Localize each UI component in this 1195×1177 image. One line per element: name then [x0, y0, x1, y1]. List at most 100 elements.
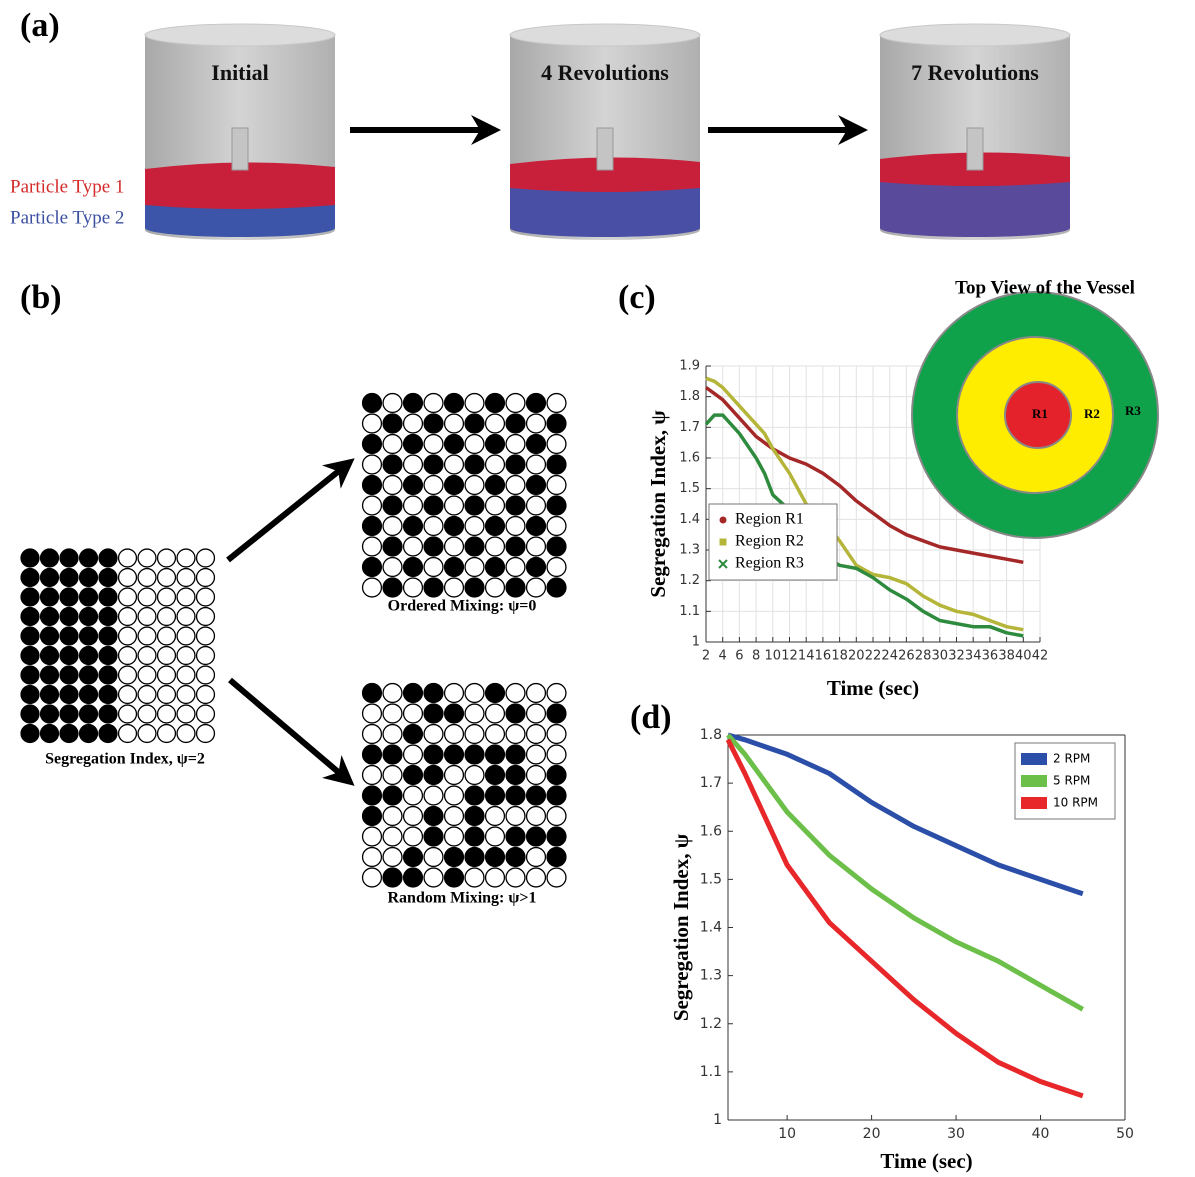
particle — [465, 725, 484, 744]
x-tick-label: 20 — [863, 1126, 881, 1142]
x-tick-label: 10 — [778, 1126, 796, 1142]
particle — [547, 786, 566, 805]
particle — [506, 476, 525, 495]
vessel-top — [880, 24, 1070, 46]
x-tick-label: 4 — [719, 649, 727, 664]
particle — [41, 647, 59, 665]
x-tick-label: 50 — [1116, 1126, 1134, 1142]
vessel-top — [145, 24, 335, 46]
particle — [383, 848, 402, 867]
particle — [445, 807, 464, 826]
x-tick-label: 28 — [915, 649, 932, 664]
legend-label: Particle Type 2 — [10, 207, 124, 228]
particle — [197, 686, 215, 704]
arrow — [230, 680, 350, 782]
particle — [158, 647, 176, 665]
particle — [80, 647, 98, 665]
particle — [465, 517, 484, 536]
particle — [99, 686, 117, 704]
particle — [383, 868, 402, 887]
particle — [486, 684, 505, 703]
particle — [404, 558, 423, 577]
particle — [465, 868, 484, 887]
particle — [119, 608, 137, 626]
particle — [527, 455, 546, 474]
particle — [41, 588, 59, 606]
particle — [486, 537, 505, 556]
legend-label: 2 RPM — [1053, 752, 1090, 766]
x-tick-label: 26 — [898, 649, 915, 664]
particle — [404, 476, 423, 495]
particle-layer — [880, 182, 1070, 237]
particle — [445, 435, 464, 454]
particle — [80, 627, 98, 645]
particle — [41, 705, 59, 723]
particle — [138, 725, 156, 743]
particle — [445, 848, 464, 867]
particle — [424, 848, 443, 867]
x-tick-label: 20 — [848, 649, 865, 664]
particle — [80, 588, 98, 606]
particle — [424, 394, 443, 413]
particle — [80, 569, 98, 587]
particle — [424, 558, 443, 577]
particle — [363, 435, 382, 454]
particle — [60, 608, 78, 626]
particle — [99, 588, 117, 606]
particle — [404, 537, 423, 556]
particle — [21, 588, 39, 606]
particle — [363, 684, 382, 703]
region-label: R1 — [1032, 406, 1048, 421]
region-label: R3 — [1125, 403, 1141, 418]
x-tick-label: 6 — [735, 649, 743, 664]
particle — [60, 686, 78, 704]
particle — [527, 868, 546, 887]
particle — [158, 627, 176, 645]
y-tick-label: 1.8 — [700, 727, 722, 743]
y-tick-label: 1.3 — [700, 968, 722, 984]
particle — [383, 745, 402, 764]
stage-label: 7 Revolutions — [911, 60, 1039, 85]
particle — [465, 476, 484, 495]
particle — [486, 578, 505, 597]
particle — [445, 517, 464, 536]
particle — [41, 569, 59, 587]
particle — [158, 725, 176, 743]
legend-marker — [1021, 753, 1047, 765]
caption: Segregation Index, ψ=2 — [45, 751, 205, 768]
particle — [547, 496, 566, 515]
x-axis-label: Time (sec) — [880, 1149, 972, 1173]
particle — [177, 666, 195, 684]
particle — [119, 627, 137, 645]
particle — [486, 704, 505, 723]
particle — [363, 807, 382, 826]
particle — [424, 684, 443, 703]
particle — [60, 705, 78, 723]
particle — [404, 704, 423, 723]
particle — [486, 476, 505, 495]
particle — [119, 569, 137, 587]
particle — [21, 666, 39, 684]
particle — [506, 725, 525, 744]
particle — [404, 496, 423, 515]
particle — [404, 827, 423, 846]
particle — [547, 517, 566, 536]
particle — [383, 704, 402, 723]
particle — [80, 705, 98, 723]
particle — [158, 588, 176, 606]
y-tick-label: 1.3 — [679, 543, 700, 558]
particle — [445, 558, 464, 577]
particle — [486, 807, 505, 826]
particle — [119, 686, 137, 704]
particle — [383, 827, 402, 846]
y-tick-label: 1.4 — [700, 920, 722, 936]
particle — [424, 537, 443, 556]
particle — [465, 848, 484, 867]
particle — [197, 627, 215, 645]
particle — [465, 455, 484, 474]
particle — [119, 725, 137, 743]
stage-label: 4 Revolutions — [541, 60, 669, 85]
x-axis-label: Time (sec) — [827, 676, 919, 700]
particle — [445, 868, 464, 887]
particle — [465, 496, 484, 515]
